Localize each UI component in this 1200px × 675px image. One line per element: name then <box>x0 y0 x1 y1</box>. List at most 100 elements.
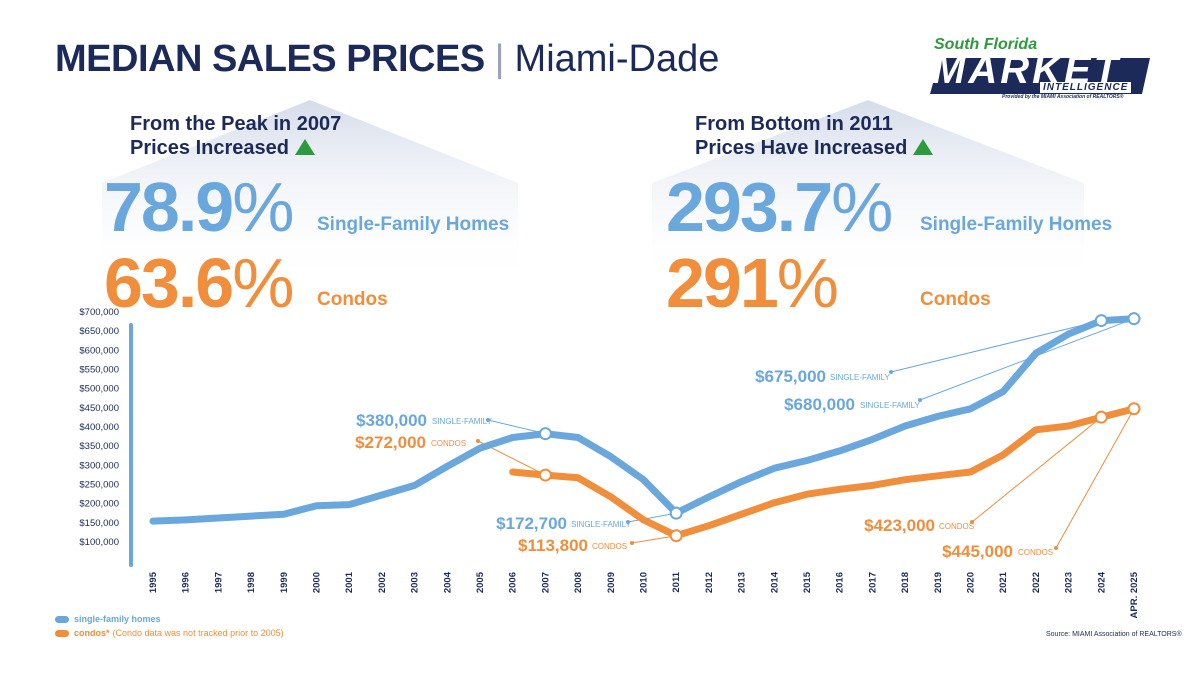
x-tick-label: 2004 <box>442 571 453 593</box>
annotation-tag: CONDOS <box>592 542 627 551</box>
x-tick-label: 1999 <box>279 572 290 593</box>
annotation-leader-dot <box>630 541 634 545</box>
y-tick-label: $700,000 <box>79 307 119 318</box>
annotation-leader-dot <box>626 520 630 524</box>
x-tick-label: 2016 <box>835 572 846 593</box>
data-point-marker <box>669 506 683 520</box>
page-title: MEDIAN SALES PRICES | Miami-Dade <box>55 38 719 81</box>
x-tick-label: 2022 <box>1031 572 1042 593</box>
annotation-leader-dot <box>889 370 893 374</box>
panel-right-heading-line2: Prices Have Increased <box>695 136 934 160</box>
annotation-tag: SINGLE-FAMILY <box>830 373 891 382</box>
x-tick-label: 2009 <box>606 572 617 593</box>
triangle-up-icon <box>295 139 315 155</box>
logo-line1: South Florida <box>934 36 1038 53</box>
data-point-marker <box>1127 402 1141 416</box>
series-line-single-family <box>149 315 1138 525</box>
data-point-marker <box>1094 410 1108 424</box>
y-tick-label: $400,000 <box>79 422 119 433</box>
y-tick-label: $100,000 <box>79 537 119 548</box>
logo-tagline: Provided by the MIAMI Association of REA… <box>1002 94 1124 100</box>
annotation-leader-dot <box>476 439 480 443</box>
x-tick-label: 2013 <box>737 572 748 593</box>
data-point-marker <box>538 427 552 441</box>
highlight-arrow-left <box>102 100 518 285</box>
x-tick-label: 2017 <box>867 572 878 593</box>
x-tick-label: 2019 <box>933 572 944 593</box>
y-tick-label: $250,000 <box>79 480 119 491</box>
data-point-marker <box>538 468 552 482</box>
legend-note-condos: (Condo data was not tracked prior to 200… <box>112 628 284 638</box>
x-tick-label: 2021 <box>998 571 1009 593</box>
annotation-leader-line <box>971 416 1102 523</box>
x-tick-label: 1997 <box>213 572 224 593</box>
y-axis: $100,000 $150,000 $200,000 $250,000 $300,000… <box>79 307 133 567</box>
series-line-condos <box>509 405 1138 540</box>
panel-left-heading: From the Peak in 2007 Prices Increased <box>130 112 341 160</box>
annotation-value: $675,000 <box>755 367 826 386</box>
panel-left-sf-value: 78.9 <box>104 168 234 246</box>
annotation-value: $113,800 <box>518 536 588 555</box>
x-tick-label: 2003 <box>410 572 421 593</box>
x-tick-label: 2005 <box>475 571 486 593</box>
data-point-marker <box>1127 312 1141 326</box>
logo-line3: INTELLIGENCE <box>1040 82 1132 93</box>
panel-left-heading-line1: From the Peak in 2007 <box>130 113 342 135</box>
y-tick-label: $450,000 <box>79 403 119 414</box>
highlight-arrows <box>102 100 1084 285</box>
x-tick-label: 2008 <box>573 572 584 593</box>
annotation-tag: SINGLE-FAMILY <box>860 401 921 410</box>
y-tick-label: $200,000 <box>79 499 119 510</box>
panel-right-sf-percent: % <box>831 168 893 246</box>
annotations: $380,000 SINGLE-FAMILY $272,000 CONDOS $172,… <box>355 367 1053 561</box>
annotation-leader-line <box>1055 408 1135 549</box>
annotation-leaders <box>476 318 1135 550</box>
panel-right-sf-label: Single-Family Homes <box>920 214 1113 235</box>
panel-left-sf-stat: 78.9% <box>104 172 295 242</box>
source-prefix: Source: <box>1046 631 1071 638</box>
annotation-leader-line <box>627 512 677 523</box>
x-tick-label: 2024 <box>1096 571 1107 593</box>
x-tick-label: 2006 <box>508 572 519 593</box>
panel-right-condo-label: Condos <box>920 289 991 310</box>
x-tick-label: 2023 <box>1064 572 1075 593</box>
annotation-tag: CONDOS <box>431 439 466 448</box>
panel-left-condo-percent: % <box>232 244 294 322</box>
y-tick-label: $600,000 <box>79 345 119 356</box>
panel-left-sf-percent: % <box>232 168 294 246</box>
x-tick-label: 2020 <box>966 572 977 593</box>
panel-left-heading-line2: Prices Increased <box>130 136 341 160</box>
y-tick-label: $350,000 <box>79 441 119 452</box>
x-tick-label: 2018 <box>900 572 911 593</box>
annotation-leader-dot <box>970 520 974 524</box>
annotation-leader-line <box>890 320 1102 373</box>
y-tick-label: $300,000 <box>79 460 119 471</box>
x-tick-label: 1998 <box>246 572 257 593</box>
annotation-value: $172,700 <box>496 514 567 533</box>
x-tick-label: 2012 <box>704 572 715 593</box>
y-tick-label: $550,000 <box>79 365 119 376</box>
title-main: MEDIAN SALES PRICES <box>55 38 485 80</box>
y-tick-label: $650,000 <box>79 326 119 337</box>
data-point-marker <box>669 529 683 543</box>
series-lines <box>149 315 1138 540</box>
panel-left-condo-label: Condos <box>317 289 388 310</box>
panel-right-condo-stat: 291% <box>666 248 839 318</box>
annotation-leader-dot <box>918 398 922 402</box>
x-tick-label: 1995 <box>148 571 159 593</box>
x-tick-label: 2007 <box>540 572 551 593</box>
x-tick-label: 1996 <box>181 572 192 593</box>
data-point-marker <box>1094 314 1108 328</box>
x-tick-label: 2000 <box>312 572 323 593</box>
annotation-value: $445,000 <box>942 542 1013 561</box>
title-separator: | <box>494 38 505 80</box>
source-name: MIAMI Association of REALTORS® <box>1072 631 1182 638</box>
panel-right-heading-line1: From Bottom in 2011 <box>695 113 893 135</box>
panel-right-sf-value: 293.7 <box>666 168 833 246</box>
legend-swatch-condos <box>55 629 69 637</box>
panel-right-sf-stat: 293.7% <box>666 172 893 242</box>
panel-right-condo-value: 291 <box>666 244 779 322</box>
legend-swatch-single-family <box>55 615 69 623</box>
source-note: Source: MIAMI Association of REALTORS® <box>1046 631 1182 638</box>
x-tick-label: 2015 <box>802 571 813 593</box>
